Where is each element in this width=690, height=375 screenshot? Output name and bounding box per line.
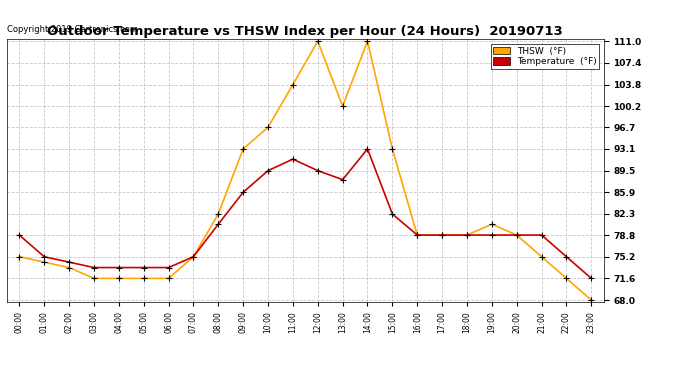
Legend: THSW  (°F), Temperature  (°F): THSW (°F), Temperature (°F) [491, 44, 599, 69]
Text: Copyright 2019 Cartronics.com: Copyright 2019 Cartronics.com [7, 25, 138, 34]
Title: Outdoor Temperature vs THSW Index per Hour (24 Hours)  20190713: Outdoor Temperature vs THSW Index per Ho… [48, 25, 563, 38]
